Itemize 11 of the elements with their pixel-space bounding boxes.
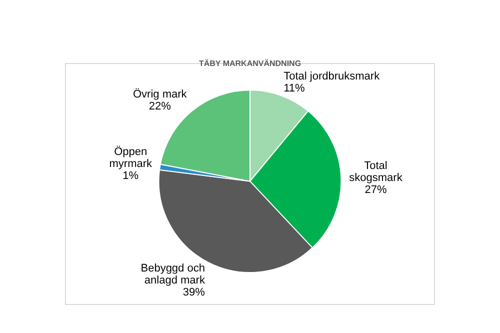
slice-label: Total skogsmark <box>349 160 403 184</box>
data-label: 39% <box>182 286 206 298</box>
data-label: 11% <box>284 82 306 94</box>
slice-label: Bebyggd och anlagd mark <box>140 262 206 286</box>
data-label: 22% <box>148 100 172 112</box>
chart-title: TÄBY MARKANVÄNDNING <box>198 59 302 68</box>
slice-label: Övrig mark <box>132 87 188 100</box>
slice-label: Öppen myrmark <box>109 144 153 170</box>
data-label: 27% <box>364 184 387 196</box>
slice-label: Total jordbruksmark <box>284 70 380 82</box>
data-label: 1% <box>122 170 139 182</box>
